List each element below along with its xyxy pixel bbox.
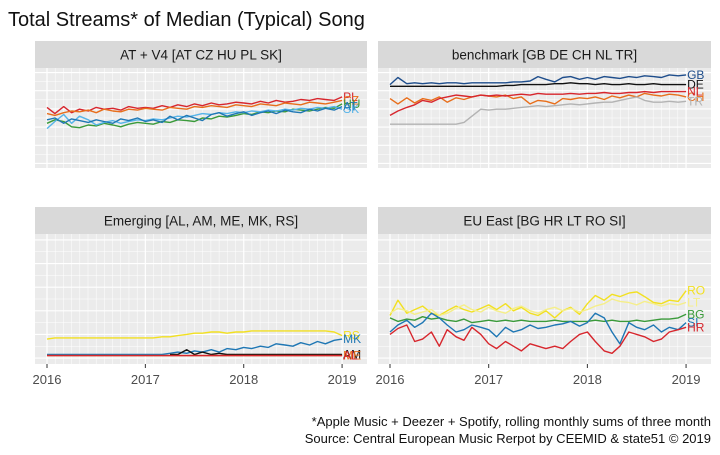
series-end-label: MK	[343, 332, 361, 346]
series-line-cz	[46, 99, 343, 117]
series-line-de	[390, 82, 687, 88]
series-end-label: AL	[343, 349, 358, 363]
series-end-label: NL	[687, 85, 703, 99]
series-end-label: HU	[343, 97, 360, 111]
series-line-at	[46, 105, 343, 125]
series-end-label: LT	[687, 296, 701, 310]
chart-title: Total Streams* of Median (Typical) Song	[8, 9, 365, 31]
series-end-label: GB	[687, 68, 704, 82]
series-group	[46, 96, 343, 130]
facet-strip-label: AT + V4 [AT CZ HU PL SK]	[120, 48, 282, 63]
x-tick-label: 2019	[672, 372, 701, 387]
x-tick-label: 2017	[474, 372, 503, 387]
series-line-hu	[46, 103, 343, 129]
series-line-pl	[46, 96, 343, 115]
x-tick-label: 2018	[229, 372, 258, 387]
series-line-am	[170, 349, 343, 356]
series-end-label: AM	[343, 347, 361, 361]
facet-strip	[35, 41, 367, 68]
series-line-sk	[46, 105, 343, 130]
x-tick-label: 2017	[131, 372, 160, 387]
series-end-label: TR	[687, 94, 703, 108]
series-end-label: HR	[687, 320, 705, 334]
series-line-hr	[389, 324, 687, 354]
x-tick-label: 2016	[33, 372, 62, 387]
x-tick-label: 2019	[328, 372, 357, 387]
series-end-label: SK	[343, 102, 359, 116]
x-tick-label: 2016	[376, 372, 405, 387]
series-end-label: ME	[343, 349, 361, 363]
series-group	[389, 74, 687, 125]
caption-line-1: *Apple Music + Deezer + Spotify, rolling…	[312, 414, 711, 429]
series-end-label: AT	[343, 100, 358, 114]
facet-strip-label: Emerging [AL, AM, ME, MK, RS]	[104, 214, 298, 229]
facet-strip	[378, 41, 711, 68]
series-end-label: SI	[687, 316, 698, 330]
series-line-gb	[389, 74, 687, 86]
series-end-label: CH	[687, 90, 704, 104]
facet-strip	[35, 207, 367, 234]
facet-strip	[378, 207, 711, 234]
x-axis-layer: 2016 2017 2018 2019 2016 2017 2018 2019	[33, 364, 701, 387]
series-line-rs	[46, 330, 343, 340]
series-end-label: CZ	[343, 93, 359, 107]
facet-strip-label: EU East [BG HR LT RO SI]	[463, 214, 625, 229]
series-end-label: DE	[687, 78, 704, 92]
x-tick-label: 2018	[573, 372, 602, 387]
series-end-label: RS	[343, 329, 360, 343]
series-line-lt	[389, 298, 687, 317]
series-line-si	[389, 312, 687, 345]
series-group	[389, 290, 687, 354]
series-end-label: PL	[343, 90, 358, 104]
series-line-mk	[47, 338, 343, 356]
caption-line-2: Source: Central European Music Rerpot by…	[305, 431, 711, 446]
facet-strip-label: benchmark [GB DE CH NL TR]	[452, 48, 637, 63]
series-line-nl	[389, 90, 687, 117]
series-group	[46, 330, 343, 357]
series-line-tr	[390, 96, 687, 125]
series-end-label: BG	[687, 307, 704, 321]
series-end-label: RO	[687, 284, 705, 298]
